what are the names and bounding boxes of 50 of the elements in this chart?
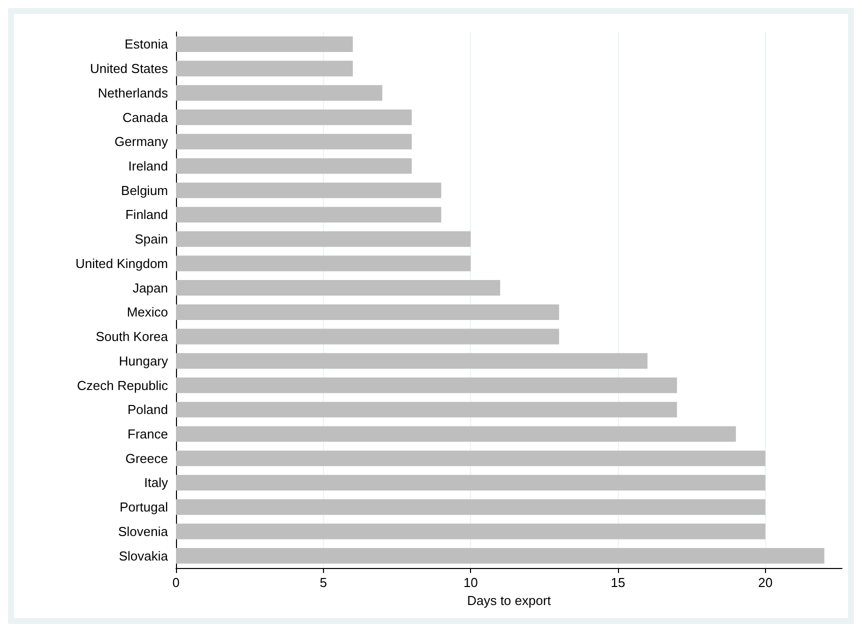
y-tick-label: Belgium [121,182,168,198]
bar [176,206,442,223]
x-axis-title: Days to export [467,592,552,608]
y-tick-label: Ireland [128,158,168,174]
x-tick-label: 5 [320,575,327,590]
bar [176,109,412,126]
y-tick-label: Czech Republic [76,378,168,393]
bar [176,231,471,247]
bar [176,426,736,442]
y-tick-label: Greece [125,450,168,466]
x-tick-label: 0 [172,575,180,590]
y-tick-label: United Kingdom [76,256,168,271]
bar [176,450,766,466]
bar [176,304,560,320]
bar [176,280,500,296]
bar [176,402,677,418]
y-tick-label: Netherlands [98,85,168,100]
bar [176,134,412,150]
y-tick-label: Hungary [118,353,168,368]
y-tick-label: Poland [128,402,168,418]
bar [176,328,560,344]
x-tick-label: 10 [463,575,478,590]
y-tick-label: Germany [114,134,168,150]
y-tick-label: Portugal [120,500,168,515]
bar [176,60,353,76]
bar [176,524,766,540]
y-tick-label: Canada [122,110,169,125]
y-tick-label: Slovakia [118,548,169,564]
y-tick-label: Italy [144,475,168,490]
y-tick-label: Japan [132,280,168,296]
x-tick-label: 15 [610,575,626,590]
y-tick-label: Slovenia [118,524,169,539]
bar [176,182,442,198]
bar [176,499,766,515]
x-tick-label: 20 [758,575,773,590]
y-tick-label: Spain [134,232,168,247]
bar [176,256,471,272]
bar [176,85,382,101]
y-tick-label: South Korea [96,329,169,344]
bar [176,474,766,491]
y-tick-label: Finland [125,207,168,222]
bar [176,548,824,564]
bar [176,36,353,52]
y-tick-label: United States [90,61,168,76]
bar [176,158,412,174]
y-tick-label: Mexico [126,304,168,320]
y-tick-label: Estonia [124,36,169,52]
bar [176,377,677,394]
y-tick-label: France [128,426,168,442]
bar [176,353,648,369]
